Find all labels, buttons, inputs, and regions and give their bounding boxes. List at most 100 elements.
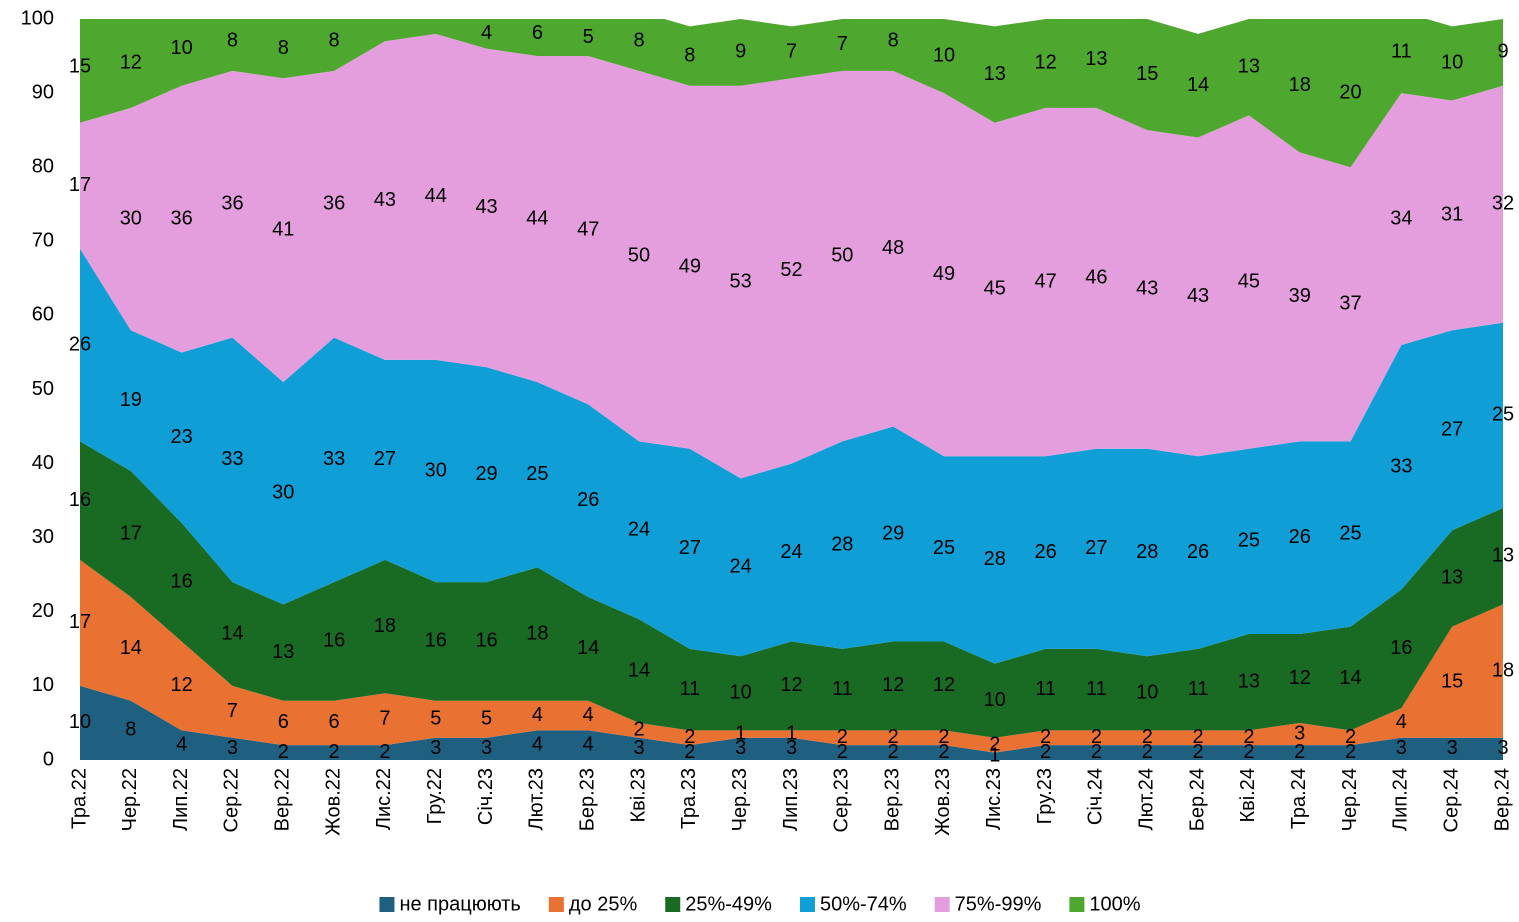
data-label: 4 [532,733,543,755]
x-tick-label: Лют.24 [1136,768,1158,830]
data-label: 25 [1339,522,1361,544]
data-label: 2 [1142,726,1153,748]
x-tick-label: Кві.24 [1237,768,1259,823]
data-label: 3 [481,737,492,759]
legend-label: 50%-74% [820,893,907,915]
data-label: 4 [481,22,492,44]
legend-item: 75%-99% [934,893,1042,915]
data-label: 31 [1441,204,1463,226]
data-label: 28 [1136,541,1158,563]
data-label: 45 [984,278,1006,300]
data-label: 2 [1142,741,1153,763]
data-label: 11 [1035,678,1056,700]
data-label: 11 [1188,678,1209,700]
x-tick-label: Тра.23 [678,768,700,829]
data-label: 26 [69,333,91,355]
data-label: 14 [1339,667,1361,689]
data-label: 14 [221,622,243,644]
data-label: 5 [430,708,441,730]
data-label: 1 [786,722,797,744]
x-tick-label: Лис.22 [373,768,395,830]
data-label: 2 [1193,741,1204,763]
data-label: 13 [1238,670,1260,692]
x-tick-label: Сер.24 [1440,768,1462,833]
x-tick-label: Бер.23 [576,768,598,831]
data-label: 36 [221,193,243,215]
data-label: 2 [1345,726,1356,748]
data-label: 18 [374,615,396,637]
data-label: 18 [526,622,548,644]
x-tick-label: Вер.22 [272,768,294,831]
data-label: 36 [323,193,345,215]
area [80,441,1503,738]
x-tick-label: Гру.23 [1034,768,1056,824]
data-label: 43 [475,196,497,218]
data-label: 8 [888,30,899,52]
data-label: 30 [425,459,447,481]
area [80,248,1503,664]
data-label: 2 [1040,726,1051,748]
legend-swatch [1069,897,1085,912]
data-label: 13 [1492,545,1514,567]
x-tick-label: Січ.24 [1085,768,1107,825]
data-label: 2 [1243,741,1254,763]
data-label: 48 [882,237,904,259]
data-label: 11 [832,678,853,700]
x-tick-label: Чер.23 [729,768,751,831]
data-label: 3 [786,737,797,759]
data-label: 14 [577,637,599,659]
data-label: 26 [577,489,599,511]
legend-swatch [934,897,950,912]
data-label: 9 [735,41,746,63]
data-label: 3 [227,737,238,759]
data-label: 3 [1497,737,1508,759]
legend-swatch [548,897,564,912]
data-label: 18 [1492,659,1514,681]
data-label: 9 [1497,41,1508,63]
data-label: 12 [780,674,802,696]
legend-item: 100% [1069,893,1141,915]
y-tick-label: 20 [32,600,54,622]
y-tick-label: 70 [32,230,54,252]
data-label: 13 [984,63,1006,85]
data-label: 8 [684,44,695,66]
data-label: 12 [882,674,904,696]
data-label: 10 [730,682,752,704]
data-label: 5 [481,708,492,730]
data-label: 25 [526,463,548,485]
data-label: 1 [735,722,746,744]
legend-label: 100% [1089,893,1140,915]
legend-item: 25%-49% [665,893,772,915]
legend-label: не працюють [399,893,520,915]
y-tick-label: 10 [32,674,54,696]
data-label: 3 [1396,737,1407,759]
data-label: 7 [227,700,238,722]
data-label: 14 [628,659,650,681]
data-label: 33 [323,448,345,470]
x-tick-label: Кві.23 [627,768,649,823]
data-label: 3 [430,737,441,759]
data-label: 8 [125,719,136,741]
data-label: 27 [374,448,396,470]
data-label: 28 [984,548,1006,570]
data-label: 11 [1086,678,1107,700]
data-label: 43 [1187,285,1209,307]
data-label: 13 [1085,48,1107,70]
data-label: 43 [374,189,396,211]
data-label: 50 [831,244,853,266]
data-label: 7 [379,708,390,730]
data-label: 16 [323,630,345,652]
data-label: 8 [278,37,289,59]
data-label: 26 [1289,526,1311,548]
data-label: 4 [532,704,543,726]
data-label: 24 [628,519,650,541]
x-tick-label: Чер.24 [1339,768,1361,831]
data-label: 25 [933,537,955,559]
data-label: 8 [633,30,644,52]
x-tick-label: Гру.22 [424,768,446,824]
data-label: 2 [1040,741,1051,763]
data-label: 29 [882,522,904,544]
data-label: 27 [679,537,701,559]
data-label: 3 [735,737,746,759]
data-label: 13 [272,641,294,663]
